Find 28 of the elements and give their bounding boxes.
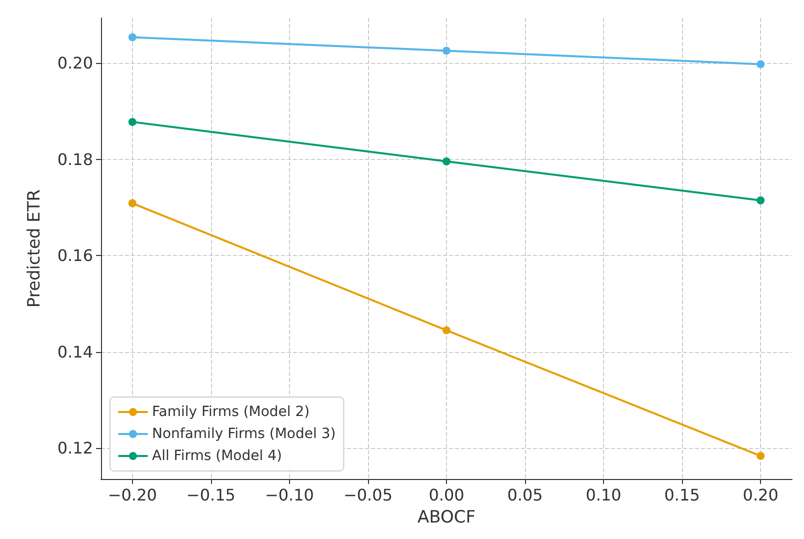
point	[442, 326, 450, 334]
x-tick-label: 0.05	[507, 486, 543, 504]
y-tick-label: 0.12	[57, 438, 93, 458]
point	[756, 60, 765, 68]
y-tick-label: 0.14	[57, 342, 93, 362]
x-tick-label: −0.05	[343, 486, 392, 504]
y-axis-title: Predicted ETR	[24, 189, 44, 308]
legend-label: Family Firms (Model 2)	[152, 404, 310, 420]
y-tick-label: 0.20	[57, 54, 93, 73]
legend-label: Nonfamily Firms (Model 3)	[152, 426, 336, 442]
point	[442, 157, 450, 166]
x-tick-label: −0.20	[108, 486, 157, 504]
x-tick-label: 0.20	[742, 486, 778, 504]
legend-label: All Firms (Model 4)	[152, 448, 282, 464]
x-axis-title: ABOCF	[417, 508, 476, 528]
x-tick-label: 0.10	[586, 486, 622, 504]
point	[128, 118, 136, 126]
point	[128, 199, 136, 208]
point	[442, 46, 450, 55]
x-tick-label: 0.00	[428, 486, 464, 504]
point	[128, 33, 136, 42]
y-tick-label: 0.18	[57, 150, 93, 169]
x-tick-label: 0.15	[664, 486, 700, 504]
point	[756, 196, 765, 204]
x-tick-label: −0.10	[264, 486, 314, 504]
x-tick-label: −0.15	[186, 486, 236, 504]
point	[756, 452, 765, 460]
y-tick-label: 0.16	[57, 246, 93, 266]
